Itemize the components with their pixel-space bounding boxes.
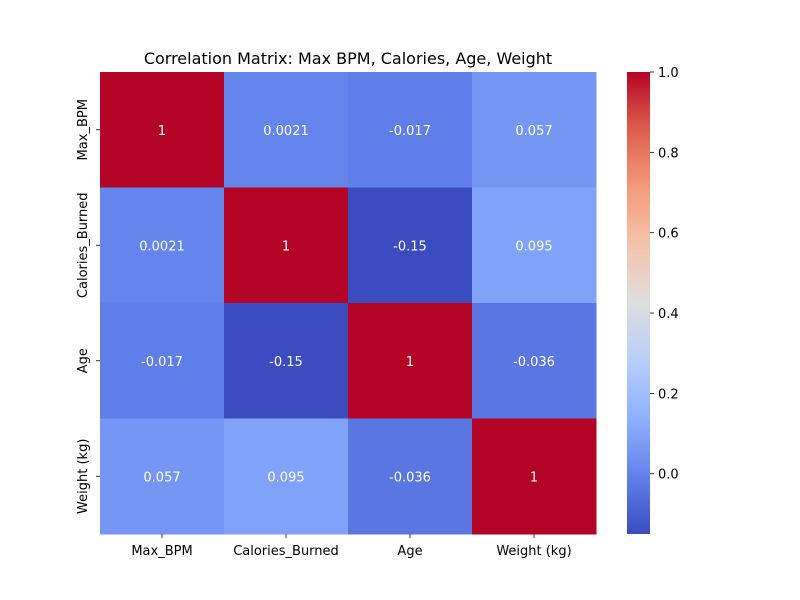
heatmap-cell	[348, 418, 473, 535]
colorbar-tick-label: 0.0	[658, 468, 679, 483]
cell-annotation: 0.057	[143, 470, 180, 485]
cell-annotation: 0.0021	[139, 239, 185, 254]
heatmap-cell	[224, 187, 349, 304]
y-tick-label: Max_BPM	[76, 99, 91, 160]
heatmap-cell	[224, 303, 349, 419]
x-tick-label: Weight (kg)	[496, 544, 571, 559]
y-tick-label: Calories_Burned	[76, 192, 91, 298]
cell-annotation: -0.036	[389, 470, 431, 485]
heatmap-cell	[348, 187, 473, 304]
heatmap-cell	[100, 418, 225, 535]
x-tick-label: Calories_Burned	[233, 544, 339, 559]
cell-annotation: 1	[530, 470, 538, 485]
cell-annotation: 1	[406, 355, 414, 370]
heatmap-cell	[348, 72, 473, 188]
cell-annotation: 0.057	[515, 124, 552, 139]
colorbar: 0.0 0.2 0.4 0.6 0.8 1.0	[627, 66, 679, 534]
x-tick-label: Age	[397, 544, 422, 559]
cell-annotation: 1	[282, 239, 290, 254]
colorbar-tick-label: 0.6	[658, 227, 679, 242]
heatmap-cell	[472, 303, 597, 419]
colorbar-tick-label: 0.2	[658, 387, 679, 402]
chart-title: Correlation Matrix: Max BPM, Calories, A…	[144, 49, 552, 68]
y-tick-label: Age	[76, 348, 91, 373]
heatmap-cells	[100, 72, 597, 535]
heatmap-cell	[100, 72, 225, 188]
heatmap-cell	[472, 72, 597, 188]
cell-annotation: -0.15	[269, 355, 303, 370]
y-tick-label: Weight (kg)	[76, 439, 91, 514]
colorbar-tick-label: 1.0	[658, 66, 679, 81]
cell-annotation: 0.095	[515, 239, 552, 254]
cell-annotation: 1	[158, 124, 166, 139]
heatmap-cell	[224, 72, 349, 188]
heatmap-cell	[472, 187, 597, 304]
cell-annotation: -0.036	[513, 355, 555, 370]
heatmap-cell	[224, 418, 349, 535]
heatmap-cell	[472, 418, 597, 535]
heatmap-annotations: 1 0.0021 -0.017 0.057 0.0021 1 -0.15 0.095 -0.01…	[139, 124, 555, 486]
x-axis-ticks: Max_BPM Calories_Burned Age Weight (kg)	[131, 534, 572, 559]
heatmap-cell	[100, 303, 225, 419]
x-tick-label: Max_BPM	[131, 544, 192, 559]
heatmap-cell	[348, 303, 473, 419]
cell-annotation: -0.15	[393, 239, 427, 254]
y-axis-ticks: Max_BPM Calories_Burned Age Weight (kg)	[76, 99, 100, 514]
cell-annotation: -0.017	[141, 355, 183, 370]
colorbar-tick-label: 0.8	[658, 146, 679, 161]
cell-annotation: 0.0021	[263, 124, 309, 139]
colorbar-gradient	[627, 72, 650, 534]
cell-annotation: 0.095	[267, 470, 304, 485]
cell-annotation: -0.017	[389, 124, 431, 139]
colorbar-tick-label: 0.4	[658, 307, 679, 322]
heatmap-cell	[100, 187, 225, 304]
